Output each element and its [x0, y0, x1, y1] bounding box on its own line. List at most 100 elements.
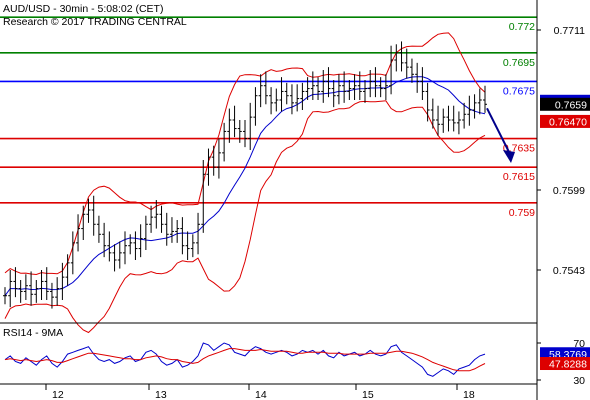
candle: [3, 287, 7, 305]
candle: [446, 105, 451, 132]
candle: [404, 48, 409, 79]
forecast-arrow-head: [503, 150, 515, 163]
level-label-2: 0.7675: [503, 85, 535, 97]
candle: [112, 244, 117, 272]
candle: [13, 267, 18, 298]
candle: [216, 138, 221, 179]
candle: [269, 87, 274, 115]
candle: [201, 160, 206, 233]
candle: [81, 205, 86, 240]
rsi-title: RSI14 - 9MA: [3, 327, 63, 339]
candle: [243, 120, 247, 148]
candle: [227, 108, 232, 143]
candle: [258, 74, 263, 108]
candle: [232, 105, 237, 138]
candle: [206, 148, 211, 186]
price-box-1: [540, 97, 590, 111]
candle: [117, 241, 122, 269]
candle: [169, 217, 174, 243]
candle: [441, 108, 446, 133]
candle: [326, 67, 331, 98]
rsi-box-0: [540, 347, 590, 361]
candle: [138, 224, 143, 258]
candle: [196, 212, 201, 255]
candle: [91, 195, 96, 236]
candle: [96, 215, 101, 243]
level-label-5: 0.759: [509, 207, 535, 219]
price-box-label-2: 0.76470: [549, 116, 587, 128]
candle: [456, 111, 461, 135]
candle: [185, 231, 190, 260]
price-axis-label-2: 0.7543: [553, 265, 585, 277]
candle: [483, 85, 487, 113]
candle: [368, 70, 373, 98]
candle: [378, 77, 383, 98]
chart-credit: Research © 2017 TRADING CENTRAL: [3, 16, 187, 28]
candle: [237, 120, 242, 143]
candle: [86, 198, 91, 223]
candle: [409, 58, 414, 83]
candle: [451, 105, 456, 132]
candle: [310, 71, 315, 100]
time-axis-label-2: 14: [255, 389, 267, 400]
candle: [415, 62, 420, 93]
candle: [175, 220, 180, 243]
candle: [253, 87, 258, 126]
candle: [425, 82, 430, 122]
candle: [289, 84, 294, 115]
candle: [394, 44, 399, 72]
candle: [133, 231, 138, 260]
rsi-box-label-1: 47.8288: [549, 359, 587, 371]
candle: [389, 45, 394, 95]
candle: [23, 274, 28, 300]
rsi-ma-line: [4, 348, 486, 372]
chart-title: AUD/USD - 30min - 5:08:02 (CET): [3, 3, 163, 15]
candle: [65, 254, 70, 286]
time-axis-label-4: 18: [463, 389, 475, 400]
candle: [154, 200, 159, 229]
price-box-label-1: 0.7659: [555, 99, 587, 111]
candle: [363, 80, 367, 103]
candle: [149, 205, 154, 233]
candle: [263, 71, 268, 105]
candle: [60, 262, 65, 300]
candle: [143, 215, 148, 250]
rsi-box-1: [540, 357, 590, 371]
candle: [76, 214, 81, 252]
time-axis-label-0: 12: [52, 389, 64, 400]
rsi-line: [4, 342, 486, 377]
candle: [128, 234, 133, 255]
candle: [430, 98, 435, 129]
candle: [8, 270, 13, 308]
time-axis-label-1: 13: [155, 389, 167, 400]
candle: [316, 77, 321, 100]
rsi-axis-label-1: 30: [573, 375, 585, 387]
candle: [274, 88, 279, 112]
candle: [295, 84, 300, 112]
candle: [477, 88, 482, 115]
candle: [436, 105, 441, 136]
candle: [373, 67, 378, 98]
candle: [462, 102, 467, 129]
candle: [180, 217, 185, 255]
candle: [18, 280, 23, 303]
forecast-arrow-line: [486, 107, 511, 155]
candle: [44, 267, 49, 300]
candle: [399, 41, 404, 72]
candle: [39, 270, 44, 300]
candle: [331, 80, 336, 108]
candle: [357, 71, 362, 100]
candle: [107, 231, 112, 262]
candle: [222, 122, 227, 162]
candle: [159, 205, 164, 233]
candle: [321, 70, 326, 103]
candle: [211, 145, 216, 176]
candle: [102, 222, 107, 258]
level-label-4: 0.7615: [503, 171, 535, 183]
candle: [347, 80, 352, 100]
candle: [342, 71, 347, 103]
candle: [248, 102, 253, 150]
level-label-0: 0.772: [509, 21, 535, 33]
